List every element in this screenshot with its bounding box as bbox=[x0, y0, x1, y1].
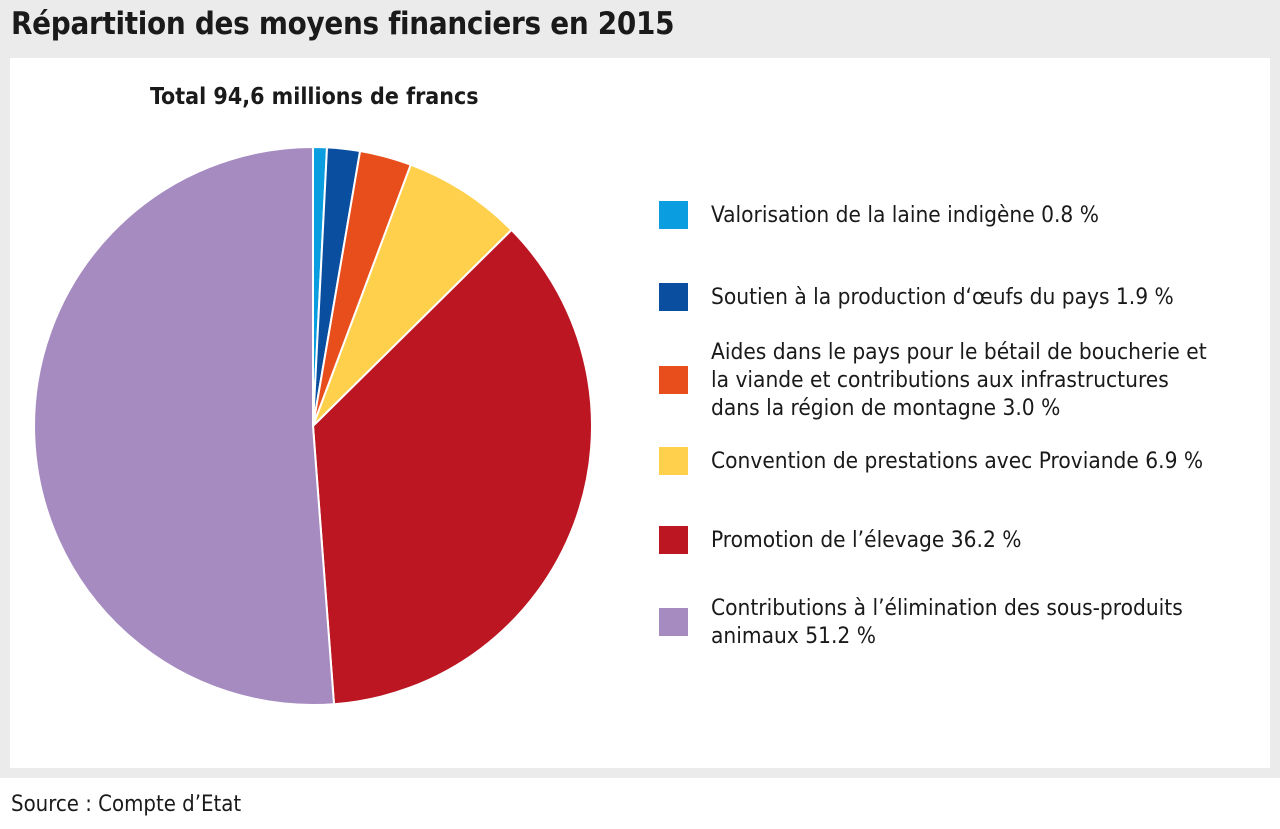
legend-swatch-6 bbox=[659, 608, 688, 636]
legend-label-1: Valorisation de la laine indigène 0.8 % bbox=[711, 202, 1099, 228]
legend-swatch-5 bbox=[659, 526, 688, 554]
legend-label-2: Soutien à la production d‘œufs du pays 1… bbox=[711, 284, 1174, 310]
page-title: Répartition des moyens financiers en 201… bbox=[11, 6, 675, 42]
pie-slice-4 bbox=[312, 163, 513, 427]
legend-label-4: Convention de prestations avec Proviande… bbox=[711, 448, 1204, 474]
pie-slice-5 bbox=[312, 228, 593, 706]
legend-swatch-4 bbox=[659, 447, 688, 475]
chart-subtitle: Total 94,6 millions de francs bbox=[150, 84, 479, 110]
pie-slice-6 bbox=[33, 146, 336, 706]
legend-swatch-1 bbox=[659, 201, 688, 229]
legend-swatch-2 bbox=[659, 283, 688, 311]
legend-label-6: Contributions à l’élimination des sous-p… bbox=[711, 595, 1183, 649]
legend-label-5: Promotion de l’élevage 36.2 % bbox=[711, 527, 1022, 553]
legend-label-3: Aides dans le pays pour le bétail de bou… bbox=[711, 339, 1207, 421]
source-note: Source : Compte d’Etat bbox=[11, 792, 242, 817]
legend-swatch-3 bbox=[659, 366, 688, 394]
